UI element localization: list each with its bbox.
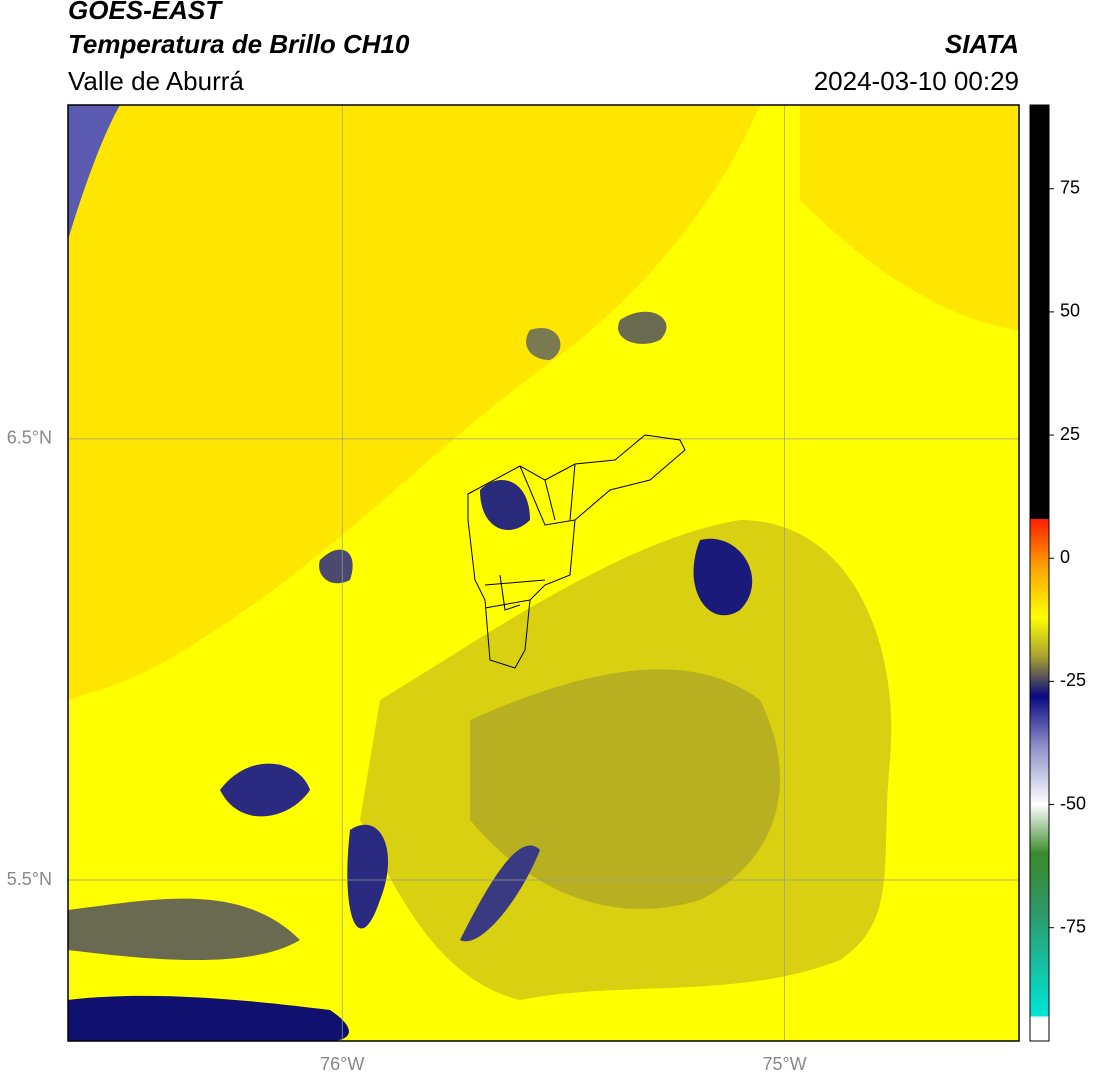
colorbar-tick-label: -25 <box>1060 670 1086 690</box>
colorbar-tick-label: 75 <box>1060 177 1080 197</box>
colorbar-tick-label: 25 <box>1060 424 1080 444</box>
colorbar-tick-label: 0 <box>1060 547 1070 567</box>
source: SIATA <box>945 29 1019 59</box>
map-image <box>68 105 1019 1041</box>
title: GOES-EAST <box>68 0 223 25</box>
datetime: 2024-03-10 00:29 <box>814 66 1019 96</box>
lat-label: 5.5°N <box>7 869 52 889</box>
colorbar-tick-label: -50 <box>1060 793 1086 813</box>
lat-label: 6.5°N <box>7 428 52 448</box>
municipal-boundaries <box>467 434 686 669</box>
region: Valle de Aburrá <box>68 66 244 96</box>
colorbar <box>1029 104 1050 1042</box>
map-frame <box>67 104 1020 1042</box>
lon-label: 75°W <box>762 1054 806 1074</box>
lon-label: 76°W <box>320 1054 364 1074</box>
colorbar-tick-label: -75 <box>1060 916 1086 936</box>
colorbar-tick-label: 50 <box>1060 301 1080 321</box>
subtitle: Temperatura de Brillo CH10 <box>68 29 410 59</box>
grid <box>68 105 1019 1041</box>
